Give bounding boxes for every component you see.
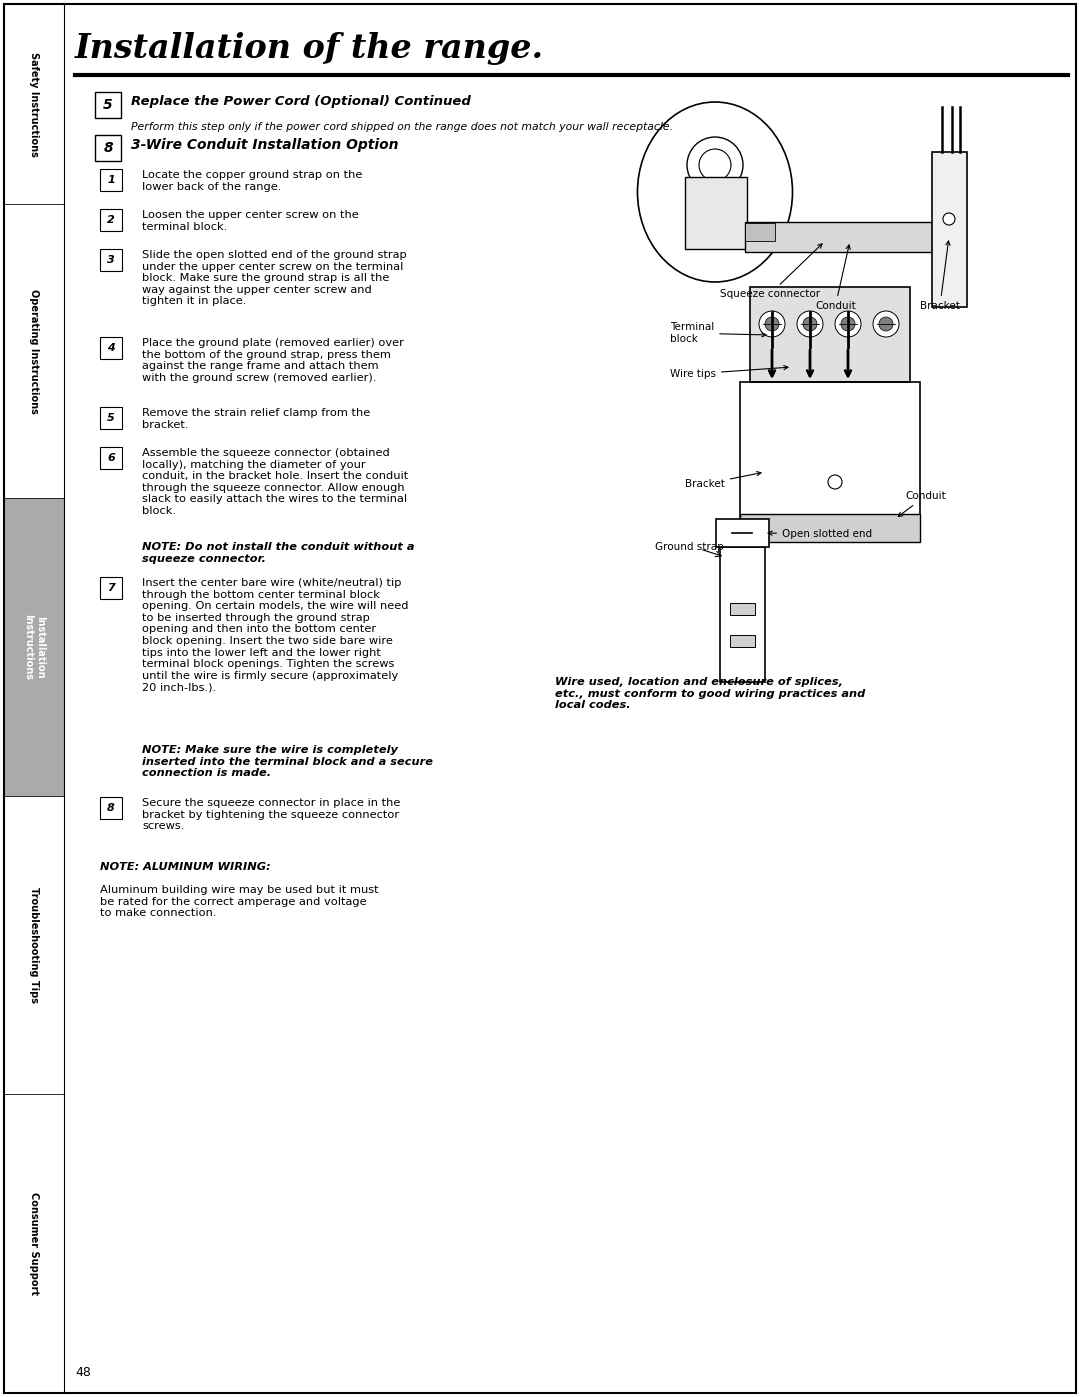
Text: Bracket: Bracket — [920, 242, 960, 312]
Text: Replace the Power Cord (Optional) Continued: Replace the Power Cord (Optional) Contin… — [131, 95, 471, 108]
Bar — [100, 249, 122, 271]
Circle shape — [759, 312, 785, 337]
Circle shape — [765, 317, 779, 331]
Text: Perform this step only if the power cord shipped on the range does not match you: Perform this step only if the power cord… — [131, 122, 673, 131]
Text: Locate the copper ground strap on the
lower back of the range.: Locate the copper ground strap on the lo… — [141, 170, 363, 191]
Bar — [100, 577, 122, 599]
Bar — [740, 514, 920, 542]
Text: Installation of the range.: Installation of the range. — [75, 32, 544, 66]
Circle shape — [828, 475, 842, 489]
Bar — [685, 177, 747, 249]
Bar — [745, 222, 935, 251]
Text: Squeeze connector: Squeeze connector — [720, 244, 822, 299]
Bar — [4, 4, 64, 204]
Bar — [730, 636, 755, 647]
Text: Conduit: Conduit — [815, 244, 855, 312]
Text: Loosen the upper center screw on the
terminal block.: Loosen the upper center screw on the ter… — [141, 210, 359, 232]
Bar — [100, 447, 122, 469]
Text: Place the ground plate (removed earlier) over
the bottom of the ground strap, pr: Place the ground plate (removed earlier)… — [141, 338, 404, 383]
Text: Installation
Instructions: Installation Instructions — [23, 615, 44, 680]
Bar — [4, 4, 64, 1393]
Text: Insert the center bare wire (white/neutral) tip
through the bottom center termin: Insert the center bare wire (white/neutr… — [141, 578, 408, 693]
Bar — [100, 337, 122, 359]
Text: 5: 5 — [107, 414, 114, 423]
Bar — [100, 407, 122, 429]
Text: 7: 7 — [107, 583, 114, 592]
Circle shape — [835, 312, 861, 337]
Text: 3: 3 — [107, 256, 114, 265]
Bar — [716, 520, 769, 548]
Text: Bracket: Bracket — [685, 472, 761, 489]
Bar — [745, 224, 775, 242]
Text: 4: 4 — [107, 344, 114, 353]
Circle shape — [873, 312, 899, 337]
Text: Conduit: Conduit — [899, 490, 946, 517]
Bar — [4, 1094, 64, 1393]
Text: NOTE: Make sure the wire is completely
inserted into the terminal block and a se: NOTE: Make sure the wire is completely i… — [141, 745, 433, 778]
Text: NOTE: ALUMINUM WIRING:: NOTE: ALUMINUM WIRING: — [100, 862, 271, 872]
Text: 3-Wire Conduit Installation Option: 3-Wire Conduit Installation Option — [131, 138, 399, 152]
Text: 5: 5 — [104, 98, 112, 112]
Bar — [95, 92, 121, 117]
Text: NOTE: Do not install the conduit without a
squeeze connector.: NOTE: Do not install the conduit without… — [141, 542, 415, 563]
Bar — [4, 204, 64, 499]
Bar — [740, 381, 920, 522]
Text: Slide the open slotted end of the ground strap
under the upper center screw on t: Slide the open slotted end of the ground… — [141, 250, 407, 306]
Bar — [100, 798, 122, 819]
Text: 6: 6 — [107, 453, 114, 462]
Circle shape — [879, 317, 893, 331]
Bar — [95, 136, 121, 161]
Bar — [100, 169, 122, 191]
Text: Safety Instructions: Safety Instructions — [29, 52, 39, 156]
Bar — [750, 286, 910, 381]
Bar — [720, 548, 765, 682]
Text: 1: 1 — [107, 175, 114, 184]
Bar — [4, 796, 64, 1094]
Text: Consumer Support: Consumer Support — [29, 1192, 39, 1295]
Text: Wire used, location and enclosure of splices,
etc., must conform to good wiring : Wire used, location and enclosure of spl… — [555, 678, 865, 710]
Text: 8: 8 — [104, 141, 112, 155]
Text: 8: 8 — [107, 803, 114, 813]
Bar — [100, 210, 122, 231]
Circle shape — [797, 312, 823, 337]
Text: Wire tips: Wire tips — [670, 366, 788, 379]
Circle shape — [841, 317, 855, 331]
Bar — [730, 604, 755, 615]
Text: 48: 48 — [75, 1366, 91, 1379]
Text: 2: 2 — [107, 215, 114, 225]
Text: Assemble the squeeze connector (obtained
locally), matching the diameter of your: Assemble the squeeze connector (obtained… — [141, 448, 408, 515]
Bar — [932, 152, 967, 307]
Circle shape — [943, 212, 955, 225]
Text: Remove the strain relief clamp from the
bracket.: Remove the strain relief clamp from the … — [141, 408, 370, 430]
Circle shape — [804, 317, 816, 331]
Text: Secure the squeeze connector in place in the
bracket by tightening the squeeze c: Secure the squeeze connector in place in… — [141, 798, 401, 831]
Text: Troubleshooting Tips: Troubleshooting Tips — [29, 887, 39, 1003]
Text: Open slotted end: Open slotted end — [768, 529, 873, 539]
Text: Terminal
block: Terminal block — [670, 323, 766, 344]
Text: Ground strap: Ground strap — [654, 542, 724, 552]
Text: Operating Instructions: Operating Instructions — [29, 289, 39, 414]
Text: Aluminum building wire may be used but it must
be rated for the correct amperage: Aluminum building wire may be used but i… — [100, 886, 379, 918]
Bar — [4, 499, 64, 796]
